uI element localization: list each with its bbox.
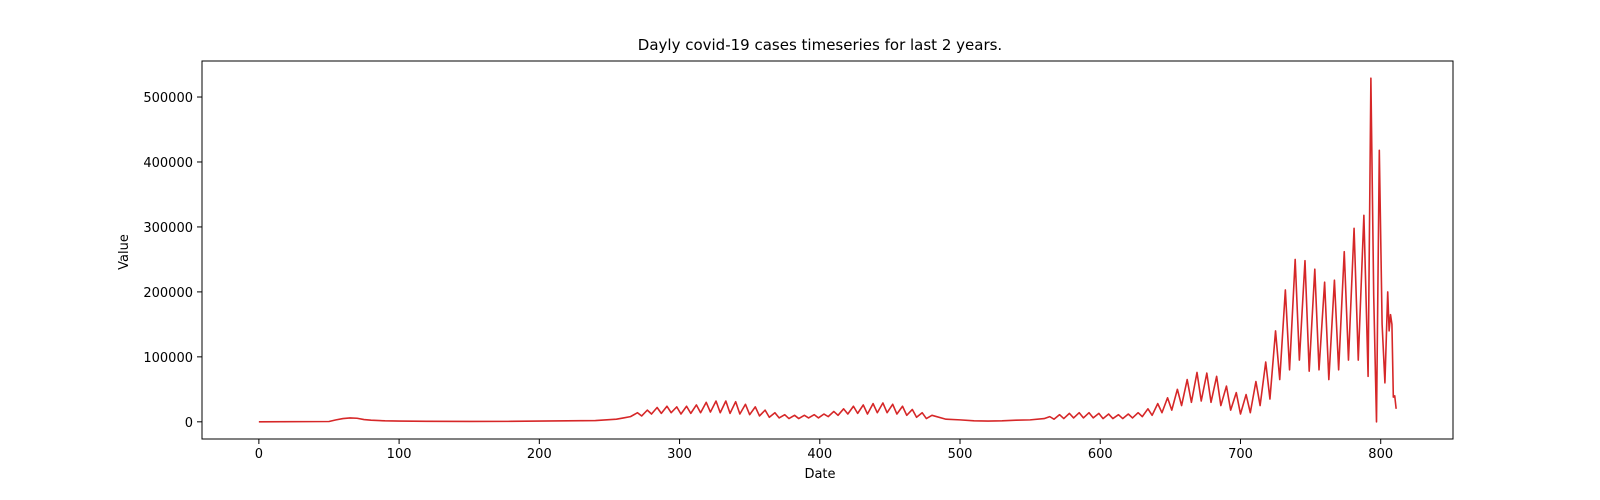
- x-tick-label: 700: [1228, 447, 1253, 462]
- y-tick-label: 200000: [143, 286, 193, 301]
- x-tick-label: 600: [1088, 447, 1113, 462]
- x-tick-label: 300: [667, 447, 692, 462]
- data-line: [258, 77, 1397, 423]
- x-tick-label: 800: [1368, 447, 1393, 462]
- x-tick-label: 500: [948, 447, 973, 462]
- x-tick-label: 400: [807, 447, 832, 462]
- x-tick-label: 0: [255, 447, 263, 462]
- y-tick-label: 400000: [143, 156, 193, 171]
- y-tick-label: 300000: [143, 221, 193, 236]
- x-axis-label: Date: [804, 467, 835, 482]
- y-tick-label: 500000: [143, 91, 193, 106]
- y-axis-label: Value: [117, 234, 132, 270]
- y-tick-label: 0: [185, 416, 193, 431]
- plot-frame: [201, 60, 1454, 440]
- x-tick-label: 100: [387, 447, 412, 462]
- x-tick-label: 200: [527, 447, 552, 462]
- y-tick-label: 100000: [143, 351, 193, 366]
- chart-title: Dayly covid-19 cases timeseries for last…: [638, 36, 1002, 54]
